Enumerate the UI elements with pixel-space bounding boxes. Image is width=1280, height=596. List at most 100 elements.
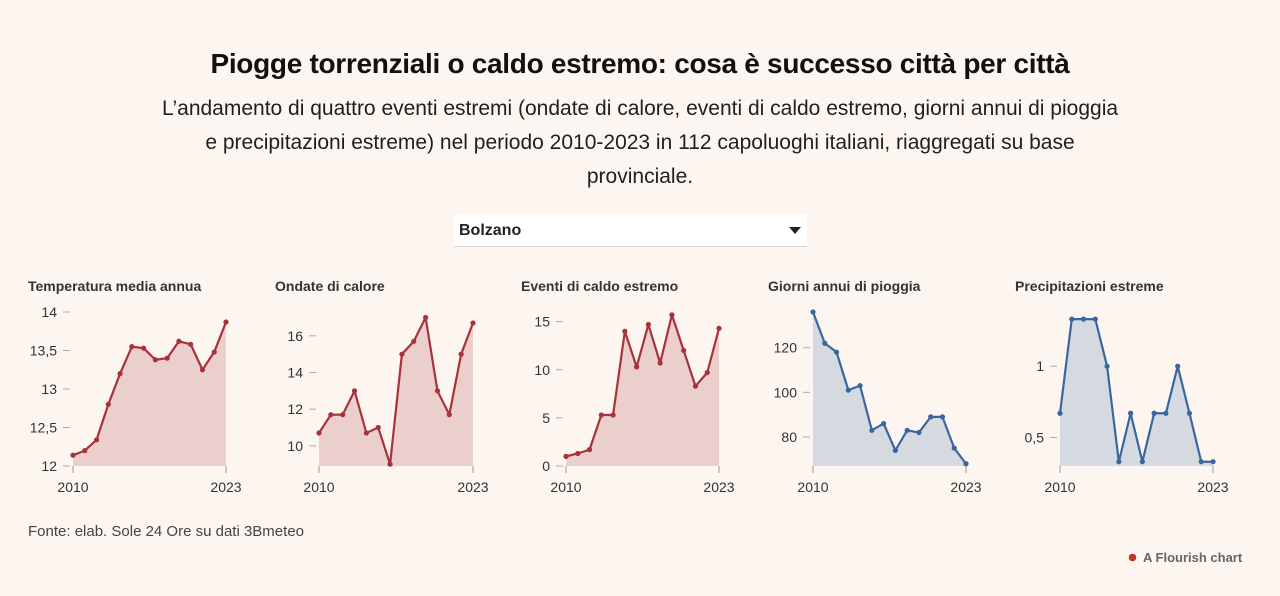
y-tick-label: 13,5 [30, 343, 57, 359]
data-point [1210, 459, 1216, 465]
x-tick-label: 2010 [550, 479, 581, 495]
data-point [916, 429, 922, 436]
data-point [881, 420, 887, 427]
data-point [117, 371, 123, 377]
chart-subtitle: L’andamento di quattro eventi estremi (o… [161, 97, 1119, 188]
data-point [1092, 316, 1098, 322]
data-point [434, 388, 441, 394]
data-point [176, 338, 182, 344]
data-point [634, 364, 640, 370]
data-point [1080, 316, 1087, 322]
data-point [598, 412, 604, 418]
data-point [399, 351, 405, 357]
data-point [328, 412, 334, 418]
data-point [1151, 410, 1157, 416]
x-tick-label: 2010 [797, 479, 828, 495]
data-point [892, 447, 898, 453]
y-tick-label: 13 [41, 381, 57, 397]
panel-title-temperature: Temperatura media annua [28, 278, 202, 294]
data-point [939, 414, 946, 420]
y-tick-label: 80 [781, 429, 797, 445]
data-point [857, 383, 863, 389]
data-point [105, 401, 111, 407]
data-point [657, 360, 663, 366]
data-point [70, 452, 76, 458]
data-point [716, 325, 722, 331]
data-point [610, 412, 616, 418]
y-tick-label: 0,5 [1025, 429, 1045, 445]
data-point [340, 412, 346, 418]
city-dropdown-value: Bolzano [459, 222, 522, 239]
x-tick-label: 2023 [1197, 479, 1228, 495]
data-point [692, 383, 699, 389]
data-point [470, 320, 476, 326]
data-point [810, 309, 816, 315]
area-fill [73, 322, 226, 466]
data-point [129, 344, 135, 350]
flourish-credit-label: A Flourish chart [1143, 550, 1243, 565]
data-point [211, 349, 217, 355]
data-point [188, 341, 194, 347]
data-point [164, 355, 170, 361]
y-tick-label: 10 [287, 438, 303, 454]
x-tick-label: 2010 [1044, 479, 1075, 495]
data-point [669, 312, 675, 318]
y-tick-label: 12 [287, 401, 303, 417]
area-fill [566, 314, 719, 466]
data-point [704, 370, 710, 376]
data-point [351, 388, 358, 394]
series-line [565, 313, 721, 458]
data-point [1139, 459, 1145, 465]
y-tick-label: 1 [1036, 358, 1044, 374]
x-tick-label: 2023 [950, 479, 981, 495]
data-point [586, 447, 593, 453]
data-point [411, 338, 417, 344]
data-point [93, 437, 100, 443]
x-tick-label: 2023 [457, 479, 488, 495]
y-tick-label: 12,5 [30, 420, 57, 436]
data-point [387, 461, 393, 467]
data-point [869, 427, 875, 433]
panel-title-heatwaves: Ondate di calore [275, 278, 385, 294]
area-fill [1060, 319, 1213, 466]
y-tick-label: 10 [534, 362, 550, 378]
source-note: Fonte: elab. Sole 24 Ore su dati 3Bmeteo [28, 523, 304, 540]
x-tick-label: 2023 [703, 479, 734, 495]
data-point [928, 414, 934, 420]
y-tick-label: 120 [774, 340, 798, 356]
data-point [199, 367, 206, 373]
data-point [316, 430, 322, 436]
data-point [1186, 410, 1193, 416]
y-tick-label: 100 [774, 384, 798, 400]
city-dropdown[interactable]: Bolzano [454, 214, 807, 247]
data-point [423, 314, 429, 321]
panel-title-extreme-heat: Eventi di caldo estremo [521, 278, 679, 294]
data-point [1163, 410, 1169, 416]
data-point [1128, 410, 1134, 416]
y-tick-label: 5 [542, 410, 550, 426]
area-fill [319, 317, 473, 466]
data-point [363, 430, 369, 436]
data-point [904, 427, 910, 433]
data-point [1069, 316, 1075, 322]
data-point [1175, 363, 1181, 369]
area-fill [813, 312, 966, 466]
data-point [458, 351, 464, 357]
data-point [82, 448, 88, 454]
y-tick-label: 16 [287, 328, 303, 344]
y-tick-label: 12 [41, 458, 57, 474]
flourish-logo-icon [1126, 551, 1139, 564]
series-line [72, 321, 228, 457]
flourish-credit[interactable]: A Flourish chart [1126, 550, 1242, 565]
x-tick-label: 2010 [57, 479, 88, 495]
chart-title: Piogge torrenziali o caldo estremo: cosa… [210, 48, 1070, 79]
series-line [318, 316, 475, 466]
y-tick-label: 14 [41, 304, 57, 320]
y-tick-label: 14 [287, 365, 303, 381]
y-tick-label: 15 [534, 314, 550, 330]
data-point [446, 412, 452, 418]
data-point [141, 345, 147, 351]
x-tick-label: 2023 [210, 479, 241, 495]
data-point [152, 357, 158, 363]
data-point [1057, 410, 1063, 416]
